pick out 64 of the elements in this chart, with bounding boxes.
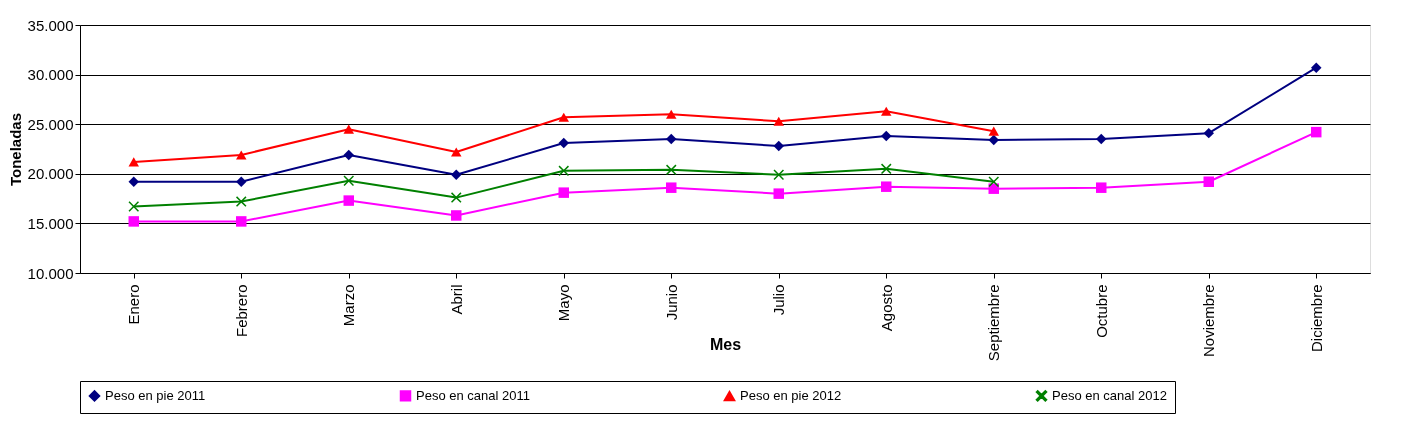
point — [773, 188, 784, 199]
point — [558, 112, 569, 122]
point — [1096, 133, 1107, 145]
x-tick-label: Octubre — [1092, 284, 1110, 338]
y-tick-label: 35.000 — [27, 16, 74, 34]
legend-label: Peso en pie 2011 — [105, 387, 206, 403]
point — [666, 109, 677, 119]
x-tick-label: Diciembre — [1307, 284, 1325, 353]
x-tick-label: Julio — [770, 284, 788, 316]
point — [881, 130, 892, 142]
point — [1203, 127, 1214, 139]
x-axis-title: Mes — [709, 336, 742, 354]
point — [451, 169, 462, 181]
y-axis-title: Toneladas — [6, 112, 24, 187]
point — [343, 124, 354, 134]
point — [128, 157, 139, 167]
point — [236, 196, 247, 207]
x-tick-label: Agosto — [877, 284, 895, 332]
point — [666, 133, 677, 145]
point — [773, 169, 784, 181]
x-tick-label: Junio — [662, 284, 680, 321]
point — [1311, 62, 1322, 73]
point — [666, 182, 677, 193]
point — [451, 192, 462, 203]
point — [236, 176, 247, 187]
point — [773, 140, 784, 152]
x-tick-label: Noviembre — [1200, 284, 1218, 358]
point — [558, 137, 569, 149]
point — [128, 176, 139, 187]
x-tick-label: Enero — [125, 284, 143, 325]
point — [988, 176, 999, 187]
point — [343, 175, 354, 186]
point — [881, 163, 892, 175]
x-tick-label: Mayo — [555, 284, 573, 322]
point — [343, 195, 354, 206]
point — [881, 106, 892, 116]
point — [128, 201, 139, 212]
point — [558, 165, 569, 177]
point — [451, 210, 462, 221]
point — [1096, 182, 1107, 193]
y-tick-label: 30.000 — [27, 66, 74, 84]
point — [988, 134, 999, 146]
x-tick-label: Febrero — [232, 284, 250, 338]
point — [1203, 176, 1214, 187]
point — [773, 116, 784, 126]
point — [881, 181, 892, 192]
point — [236, 216, 247, 227]
point — [558, 187, 569, 198]
y-tick-label: 10.000 — [27, 264, 74, 282]
x-tick-label: Marzo — [340, 284, 358, 327]
y-tick-label: 15.000 — [27, 214, 74, 232]
x-tick-label: Abril — [447, 284, 465, 315]
point — [988, 126, 999, 136]
point — [666, 164, 677, 176]
legend-label: Peso en pie 2012 — [740, 388, 842, 404]
point — [128, 216, 139, 227]
point — [1311, 126, 1322, 138]
point — [451, 147, 462, 157]
y-tick-label: 20.000 — [27, 165, 74, 183]
legend-label: Peso en canal 2012 — [1052, 387, 1167, 403]
x-tick-label: Septiembre — [985, 284, 1003, 362]
y-tick-label: 25.000 — [27, 115, 74, 133]
point — [343, 149, 354, 161]
legend-label: Peso en canal 2011 — [416, 387, 530, 403]
